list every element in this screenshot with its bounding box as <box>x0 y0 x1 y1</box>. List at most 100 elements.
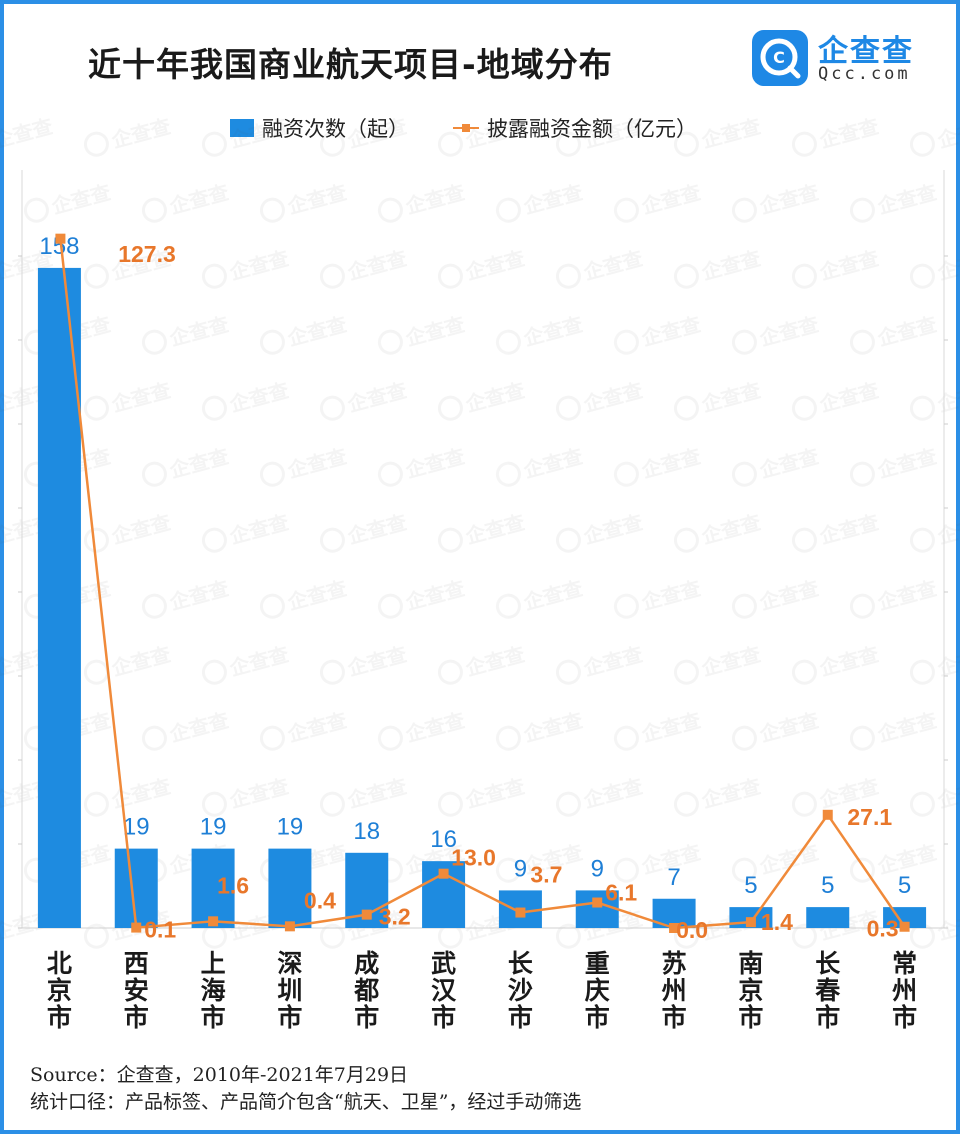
svg-text:企查查: 企查查 <box>874 180 939 219</box>
svg-text:企查查: 企查查 <box>756 312 821 351</box>
watermark: 企查查 <box>791 642 881 685</box>
bar-value-label: 9 <box>591 855 604 882</box>
watermark: 企查查 <box>437 642 527 685</box>
svg-text:企查查: 企查查 <box>698 114 763 153</box>
category-label-成都市: 成 <box>354 949 379 978</box>
category-label-成都市: 市 <box>354 1003 379 1032</box>
line-value-label: 13.0 <box>451 845 496 871</box>
watermark: 企查查 <box>377 180 467 223</box>
category-label-苏州市: 州 <box>662 976 687 1005</box>
watermark: 企查查 <box>377 576 467 619</box>
line-value-label: 6.1 <box>605 880 637 906</box>
watermark: 企查查 <box>731 180 821 223</box>
watermark: 企查查 <box>259 312 349 355</box>
bar-value-label: 5 <box>898 872 911 899</box>
watermark: 企查查 <box>849 840 939 883</box>
watermark: 企查查 <box>909 246 960 289</box>
watermark: 企查查 <box>201 246 291 289</box>
svg-text:企查查: 企查查 <box>816 246 881 285</box>
svg-text:企查查: 企查查 <box>934 246 960 285</box>
watermark: 企查查 <box>731 576 821 619</box>
svg-text:企查查: 企查查 <box>698 774 763 813</box>
line-value-label: 0.4 <box>304 887 336 913</box>
watermark: 企查查 <box>437 510 527 553</box>
watermark: 企查查 <box>319 642 409 685</box>
svg-text:企查查: 企查查 <box>166 576 231 615</box>
svg-text:企查查: 企查查 <box>226 378 291 417</box>
methodology-note: 统计口径：产品标签、产品简介包含“航天、卫星”，经过手动筛选 <box>30 1091 582 1113</box>
watermark: 企查查 <box>319 510 409 553</box>
watermark: 企查查 <box>201 378 291 421</box>
category-label-南京市: 京 <box>738 976 763 1005</box>
line-value-label: 0.1 <box>144 917 176 943</box>
svg-text:企查查: 企查查 <box>520 312 585 351</box>
svg-text:企查查: 企查查 <box>934 906 960 945</box>
category-label-深圳市: 圳 <box>277 976 302 1005</box>
line-value-label: 1.4 <box>761 909 793 935</box>
category-label-苏州市: 苏 <box>662 949 687 978</box>
legend-line-label: 披露融资金额（亿元） <box>487 117 697 141</box>
svg-text:企查查: 企查查 <box>108 774 173 813</box>
watermark: 企查查 <box>201 642 291 685</box>
svg-text:企查查: 企查查 <box>934 642 960 681</box>
legend-bar-label: 融资次数（起） <box>262 117 409 141</box>
watermark: 企查查 <box>909 774 960 817</box>
svg-text:企查查: 企查查 <box>520 444 585 483</box>
watermark: 企查查 <box>495 444 585 487</box>
svg-text:企查查: 企查查 <box>284 180 349 219</box>
watermark: 企查查 <box>613 444 703 487</box>
svg-text:企查查: 企查查 <box>402 312 467 351</box>
watermark: 企查查 <box>791 378 881 421</box>
legend-bar: 融资次数（起） <box>230 113 409 143</box>
svg-text:企查查: 企查查 <box>108 642 173 681</box>
svg-text:企查查: 企查查 <box>344 642 409 681</box>
bar-value-label: 5 <box>821 872 834 899</box>
watermark: 企查查 <box>909 510 960 553</box>
watermark: 企查查 <box>495 576 585 619</box>
watermark: 企查查 <box>259 180 349 223</box>
watermark: 企查查 <box>141 444 231 487</box>
svg-text:企查查: 企查查 <box>934 510 960 549</box>
bar-长春市 <box>806 907 850 928</box>
svg-text:企查查: 企查查 <box>520 576 585 615</box>
bar-上海市 <box>191 848 235 928</box>
line-value-label-extra: 127.3 <box>118 241 176 267</box>
svg-text:企查查: 企查查 <box>344 378 409 417</box>
category-label-北京市: 京 <box>47 976 72 1005</box>
svg-text:企查查: 企查查 <box>698 510 763 549</box>
watermark: 企查查 <box>141 708 231 751</box>
bar-value-label: 5 <box>744 872 757 899</box>
category-label-武汉市: 市 <box>431 1003 456 1032</box>
watermark: 企查查 <box>377 708 467 751</box>
category-label-西安市: 西 <box>124 949 149 978</box>
legend-line: 披露融资金额（亿元） <box>453 113 697 143</box>
line-point <box>208 916 219 927</box>
svg-text:企查查: 企查查 <box>580 774 645 813</box>
watermark: 企查查 <box>437 246 527 289</box>
svg-text:企查查: 企查查 <box>344 114 409 153</box>
line-point <box>899 921 910 932</box>
chart-footer: Source：企查查，2010年-2021年7月29日 统计口径：产品标签、产品… <box>30 1062 581 1116</box>
line-point <box>131 922 142 933</box>
svg-text:企查查: 企查查 <box>48 180 113 219</box>
category-label-常州市: 州 <box>892 976 917 1005</box>
line-value-label: 3.2 <box>379 904 411 930</box>
svg-text:企查查: 企查查 <box>934 774 960 813</box>
watermark: 企查查 <box>555 114 645 157</box>
watermark: 企查查 <box>731 444 821 487</box>
bar-value-label: 16 <box>430 826 457 853</box>
svg-text:企查查: 企查查 <box>0 114 55 153</box>
watermark: 企查查 <box>673 114 763 157</box>
svg-text:企查查: 企查查 <box>284 444 349 483</box>
svg-text:企查查: 企查查 <box>874 312 939 351</box>
watermark: 企查查 <box>791 246 881 289</box>
svg-text:企查查: 企查查 <box>520 708 585 747</box>
category-label-南京市: 市 <box>738 1003 763 1032</box>
category-label-上海市: 海 <box>201 976 226 1005</box>
watermark: 企查查 <box>555 774 645 817</box>
bar-value-label: 9 <box>514 855 527 882</box>
watermark: 企查查 <box>673 246 763 289</box>
legend-line-swatch <box>453 121 479 135</box>
svg-text:企查查: 企查查 <box>284 576 349 615</box>
